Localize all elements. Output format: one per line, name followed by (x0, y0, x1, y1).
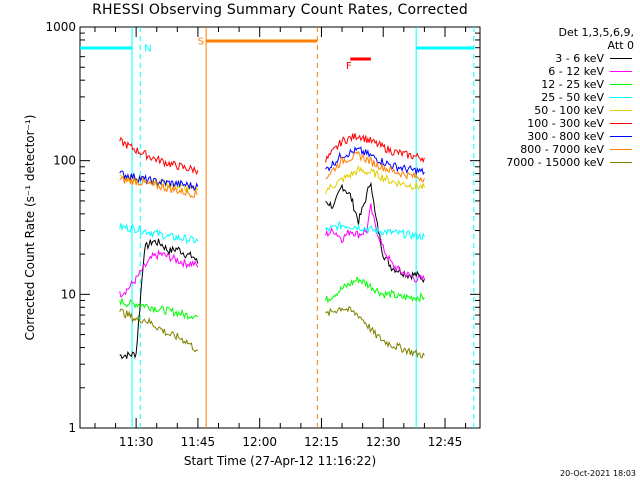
generation-timestamp: 20-Oct-2021 18:03 (560, 469, 636, 478)
series-line-1 (325, 203, 425, 283)
legend-entry-label: 800 - 7000 keV (520, 143, 604, 156)
series-line-2 (119, 298, 199, 321)
legend-entry-label: 300 - 800 keV (527, 130, 604, 143)
annotation-label: F (346, 61, 352, 72)
x-tick-label: 12:30 (366, 435, 401, 449)
legend-entry-label: 100 - 300 keV (527, 117, 604, 130)
legend-entry: 25 - 50 keV (474, 91, 634, 104)
legend-header-line-1: Det 1,3,5,6,9, (558, 26, 634, 39)
legend-entry-label: 6 - 12 keV (548, 65, 604, 78)
legend-entry: 12 - 25 keV (474, 78, 634, 91)
legend-entry-label: 12 - 25 keV (541, 78, 604, 91)
legend-entry-label: 3 - 6 keV (555, 52, 604, 65)
legend-entry: 800 - 7000 keV (474, 143, 634, 156)
legend-swatch (610, 97, 632, 98)
series-line-5 (325, 133, 425, 164)
legend-swatch (610, 149, 632, 150)
y-tick-label: 10 (61, 287, 76, 301)
legend-entry-label: 25 - 50 keV (541, 91, 604, 104)
series-line-3 (119, 222, 199, 245)
annotation-label: N (144, 44, 151, 55)
legend-entry: 100 - 300 keV (474, 117, 634, 130)
x-tick-label: 12:45 (428, 435, 463, 449)
series-line-8 (325, 305, 425, 359)
x-tick-label: 11:30 (119, 435, 154, 449)
legend-swatch (610, 110, 632, 111)
legend-swatch (610, 136, 632, 137)
y-axis-label: Corrected Count Rate (s⁻¹ detector⁻¹) (23, 115, 37, 341)
legend-entry: 6 - 12 keV (474, 65, 634, 78)
y-tick-label: 100 (53, 154, 76, 168)
series-line-8 (119, 308, 199, 353)
series-line-0 (325, 181, 425, 284)
annotation-label: S (198, 37, 204, 48)
series-line-7 (119, 175, 199, 199)
legend-swatch (610, 71, 632, 72)
series-line-5 (119, 136, 199, 176)
series-line-7 (325, 150, 425, 183)
legend-entry: 7000 - 15000 keV (474, 156, 634, 169)
chart-title: RHESSI Observing Summary Count Rates, Co… (92, 2, 468, 18)
legend-entry: 300 - 800 keV (474, 130, 634, 143)
series-line-2 (325, 276, 425, 304)
x-tick-label: 11:45 (181, 435, 216, 449)
legend-entry: 50 - 100 keV (474, 104, 634, 117)
x-axis-label: Start Time (27-Apr-12 11:16:22) (183, 454, 377, 468)
series-line-4 (325, 165, 425, 195)
legend-entries: 3 - 6 keV 6 - 12 keV 12 - 25 keV 25 - 50 ke… (474, 52, 634, 169)
series-line-3 (325, 220, 425, 240)
x-tick-label: 12:15 (304, 435, 339, 449)
y-tick-label: 1000 (45, 20, 76, 34)
legend-header-line-2: Att 0 (607, 39, 634, 52)
legend-swatch (610, 58, 632, 59)
legend-entry-label: 50 - 100 keV (534, 104, 604, 117)
legend-entry-label: 7000 - 15000 keV (506, 156, 604, 169)
legend: Det 1,3,5,6,9, Att 0 3 - 6 keV 6 - 12 keV… (474, 26, 634, 169)
x-tick-label: 12:00 (242, 435, 277, 449)
legend-entry: 3 - 6 keV (474, 52, 634, 65)
legend-swatch (610, 84, 632, 85)
series-line-1 (119, 249, 199, 298)
y-tick-label: 1 (68, 421, 76, 435)
legend-swatch (610, 162, 632, 163)
series-line-0 (119, 238, 199, 360)
legend-swatch (610, 123, 632, 124)
